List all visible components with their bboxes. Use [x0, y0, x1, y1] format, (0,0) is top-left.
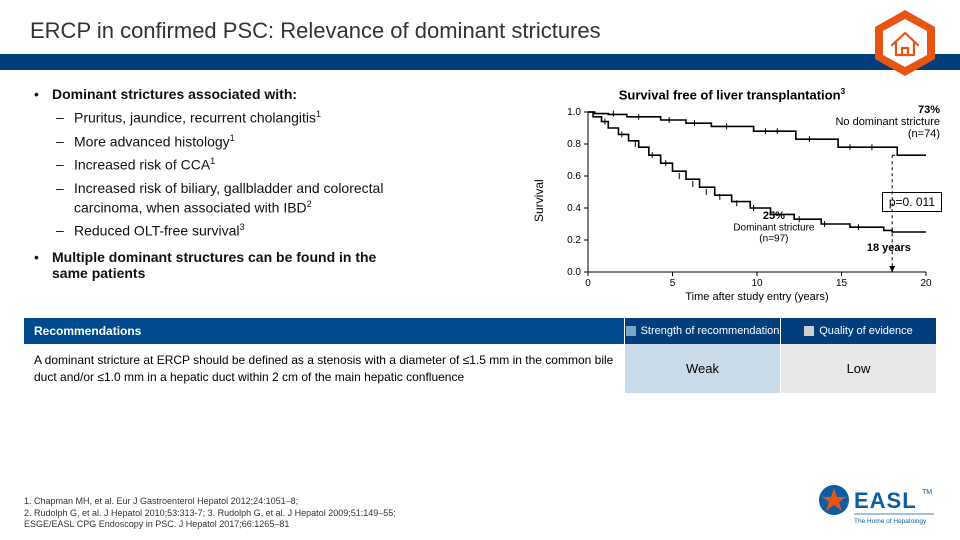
- p-value-box: p=0. 011: [882, 192, 942, 212]
- rec-body: A dominant stricture at ERCP should be d…: [24, 344, 624, 392]
- sub-c: Increased risk of CCA1: [52, 155, 528, 175]
- svg-text:1.0: 1.0: [567, 107, 581, 118]
- svg-text:0.4: 0.4: [567, 203, 581, 214]
- rec-head-quality: Quality of evidence: [780, 318, 936, 344]
- rec-head-main: Recommendations: [24, 318, 624, 344]
- svg-text:5: 5: [670, 278, 676, 289]
- svg-text:EASL: EASL: [854, 488, 917, 513]
- svg-text:0.6: 0.6: [567, 171, 581, 182]
- svg-text:15: 15: [836, 278, 848, 289]
- sub-b: More advanced histology1: [52, 132, 528, 152]
- svg-text:10: 10: [751, 278, 763, 289]
- svg-text:0.2: 0.2: [567, 235, 581, 246]
- home-icon[interactable]: [870, 8, 940, 78]
- svg-text:(n=97): (n=97): [759, 234, 788, 245]
- sub-e: Reduced OLT-free survival3: [52, 221, 528, 241]
- bullet-1: Dominant strictures associated with: Pru…: [30, 86, 528, 241]
- svg-text:18 years: 18 years: [867, 243, 911, 255]
- easl-logo: EASL TM The Home of Hepatology: [818, 480, 938, 530]
- bullet-1-text: Dominant strictures associated with:: [52, 86, 297, 102]
- svg-text:0.0: 0.0: [567, 267, 581, 278]
- svg-text:20: 20: [920, 278, 932, 289]
- annotation-73: 73% No dominant stricture (n=74): [835, 104, 940, 140]
- svg-text:0: 0: [585, 278, 591, 289]
- svg-text:0.8: 0.8: [567, 139, 581, 150]
- rec-quality: Low: [780, 344, 936, 392]
- bullet-column: Dominant strictures associated with: Pru…: [30, 86, 528, 304]
- slide-title: ERCP in confirmed PSC: Relevance of domi…: [0, 0, 960, 54]
- recommendations-table: Recommendations Strength of recommendati…: [24, 318, 936, 392]
- svg-text:Time after study entry (years): Time after study entry (years): [685, 291, 828, 303]
- sub-a: Pruritus, jaundice, recurrent cholangiti…: [52, 108, 528, 128]
- sub-d: Increased risk of biliary, gallbladder a…: [52, 179, 528, 217]
- chart-column: Survival free of liver transplantation3 …: [528, 86, 936, 304]
- svg-text:25%: 25%: [763, 211, 785, 223]
- svg-text:TM: TM: [922, 489, 932, 496]
- title-band: [0, 54, 960, 70]
- references: 1. Chapman MH, et al. Eur J Gastroentero…: [24, 496, 644, 530]
- rec-head-strength: Strength of recommendation: [624, 318, 780, 344]
- svg-text:The Home of Hepatology: The Home of Hepatology: [854, 518, 927, 525]
- svg-text:Dominant stricture: Dominant stricture: [733, 223, 815, 234]
- chart-title: Survival free of liver transplantation3: [528, 86, 936, 102]
- rec-strength: Weak: [624, 344, 780, 392]
- bullet-2: Multiple dominant structures can be foun…: [30, 249, 528, 281]
- y-axis-label: Survival: [532, 180, 546, 223]
